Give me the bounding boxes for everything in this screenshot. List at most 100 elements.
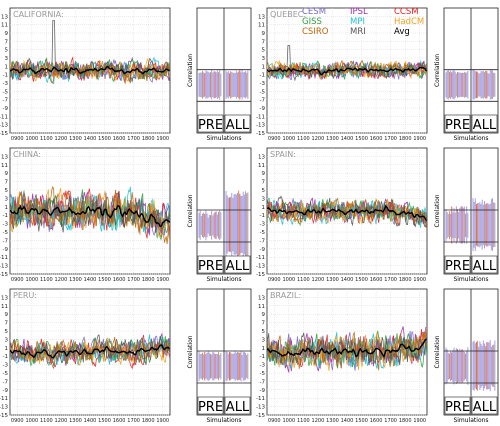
y-tick-label: 9: [262, 312, 266, 318]
x-tick-label: 1200: [55, 418, 68, 424]
x-tick-label: 1000: [282, 277, 295, 283]
corr-xlabel: Simulations: [453, 135, 488, 142]
x-tick-label: 1500: [355, 277, 368, 283]
x-tick-label: 0900: [268, 277, 281, 283]
x-tick-label: 1700: [384, 136, 397, 142]
x-tick-label: 1200: [312, 418, 325, 424]
x-tick-label: 1700: [127, 277, 140, 283]
y-tick-label: 5: [5, 329, 9, 335]
x-tick-label: 1300: [69, 136, 82, 142]
y-tick-label: 5: [262, 188, 266, 194]
y-tick-label: -1: [3, 354, 8, 360]
y-tick-label: -15: [0, 413, 8, 419]
region-label: CALIFORNIA:: [13, 10, 64, 19]
y-tick-label: 3: [5, 337, 9, 343]
y-tick-label: 13: [258, 14, 265, 20]
y-tick-label: -13: [0, 405, 8, 411]
y-tick-label: -13: [256, 405, 265, 411]
all-box: [224, 255, 251, 274]
x-tick-label: 1400: [84, 418, 97, 424]
y-tick-label: 7: [5, 39, 9, 45]
series-avg: [267, 338, 427, 358]
y-tick-label: -11: [0, 114, 8, 120]
y-tick-label: 13: [1, 154, 8, 160]
all-box: [224, 396, 251, 415]
y-tick-label: -3: [3, 222, 9, 228]
all-box: [471, 255, 498, 274]
corr-xlabel: Simulations: [206, 276, 241, 283]
y-tick-label: -7: [3, 379, 9, 385]
y-tick-label: -3: [260, 363, 266, 369]
y-tick-label: -1: [3, 213, 8, 219]
region-label: CHINA:: [13, 150, 41, 159]
series-mri: [267, 45, 427, 82]
panel-peru: 13 11 9 7 5 3 1 -1 -3 -5 -7 -9 -11 -13 -15090010001100…: [0, 288, 252, 424]
x-tick-label: 1100: [40, 136, 53, 142]
y-tick-label: -9: [3, 106, 9, 112]
x-tick-label: 1000: [282, 418, 295, 424]
y-tick-label: 5: [5, 188, 9, 194]
x-tick-label: 1200: [55, 136, 68, 142]
y-tick-label: -15: [0, 272, 8, 278]
y-tick-label: -7: [260, 238, 266, 244]
x-tick-label: 1900: [413, 418, 426, 424]
corr-ylabel: Correlation: [187, 335, 194, 368]
corr-xlabel: Simulations: [453, 417, 488, 424]
y-tick-label: -1: [260, 213, 265, 219]
series-avg: [10, 65, 170, 75]
y-tick-label: -9: [260, 388, 266, 394]
x-tick-label: 0900: [268, 136, 281, 142]
x-tick-label: 1700: [384, 277, 397, 283]
y-tick-label: -7: [3, 238, 9, 244]
y-tick-label: -11: [0, 396, 8, 402]
x-tick-label: 1300: [326, 277, 339, 283]
x-tick-label: 1600: [113, 136, 126, 142]
y-tick-label: 7: [262, 321, 266, 327]
x-tick-label: 1400: [84, 136, 97, 142]
y-tick-label: 9: [5, 31, 9, 37]
x-tick-label: 1300: [326, 136, 339, 142]
series-mri: [267, 332, 427, 369]
series-group: [267, 326, 427, 373]
x-tick-label: 1200: [55, 277, 68, 283]
y-tick-label: 1: [5, 205, 9, 211]
y-tick-label: 13: [258, 154, 265, 160]
x-tick-label: 1000: [25, 136, 38, 142]
y-tick-label: -1: [260, 354, 265, 360]
series-mri: [267, 195, 427, 228]
region-label: SPAIN:: [270, 150, 296, 159]
x-tick-label: 1300: [69, 277, 82, 283]
series-group: [10, 185, 170, 245]
y-tick-label: 7: [262, 39, 266, 45]
corr-xlabel: Simulations: [206, 135, 241, 142]
x-tick-label: 1900: [156, 418, 169, 424]
legend-entry-giss: GISS: [302, 17, 322, 27]
pre-box: [197, 396, 224, 415]
x-tick-label: 1700: [384, 418, 397, 424]
x-tick-label: 1000: [25, 277, 38, 283]
series-mpi: [267, 332, 427, 370]
x-tick-label: 1600: [113, 277, 126, 283]
series-mri: [10, 334, 170, 366]
all-label: ALL: [226, 259, 250, 274]
x-tick-label: 1800: [399, 136, 412, 142]
y-tick-label: -13: [256, 264, 265, 270]
y-tick-label: 7: [5, 180, 9, 186]
y-tick-label: -7: [260, 379, 266, 385]
y-tick-label: 11: [258, 163, 265, 169]
all-box: [224, 114, 251, 133]
corr-ylabel: Correlation: [187, 194, 194, 227]
y-tick-label: 3: [262, 56, 266, 62]
y-tick-label: 1: [5, 64, 9, 70]
x-tick-label: 1800: [399, 418, 412, 424]
x-tick-label: 1100: [297, 277, 310, 283]
y-tick-label: 3: [262, 337, 266, 343]
legend-entry-ipsl: IPSL: [350, 7, 368, 17]
y-tick-label: -15: [256, 413, 265, 419]
x-tick-label: 1600: [370, 136, 383, 142]
x-tick-label: 0900: [11, 418, 24, 424]
series-avg: [267, 204, 427, 222]
x-tick-label: 1900: [413, 136, 426, 142]
all-box: [471, 396, 498, 415]
